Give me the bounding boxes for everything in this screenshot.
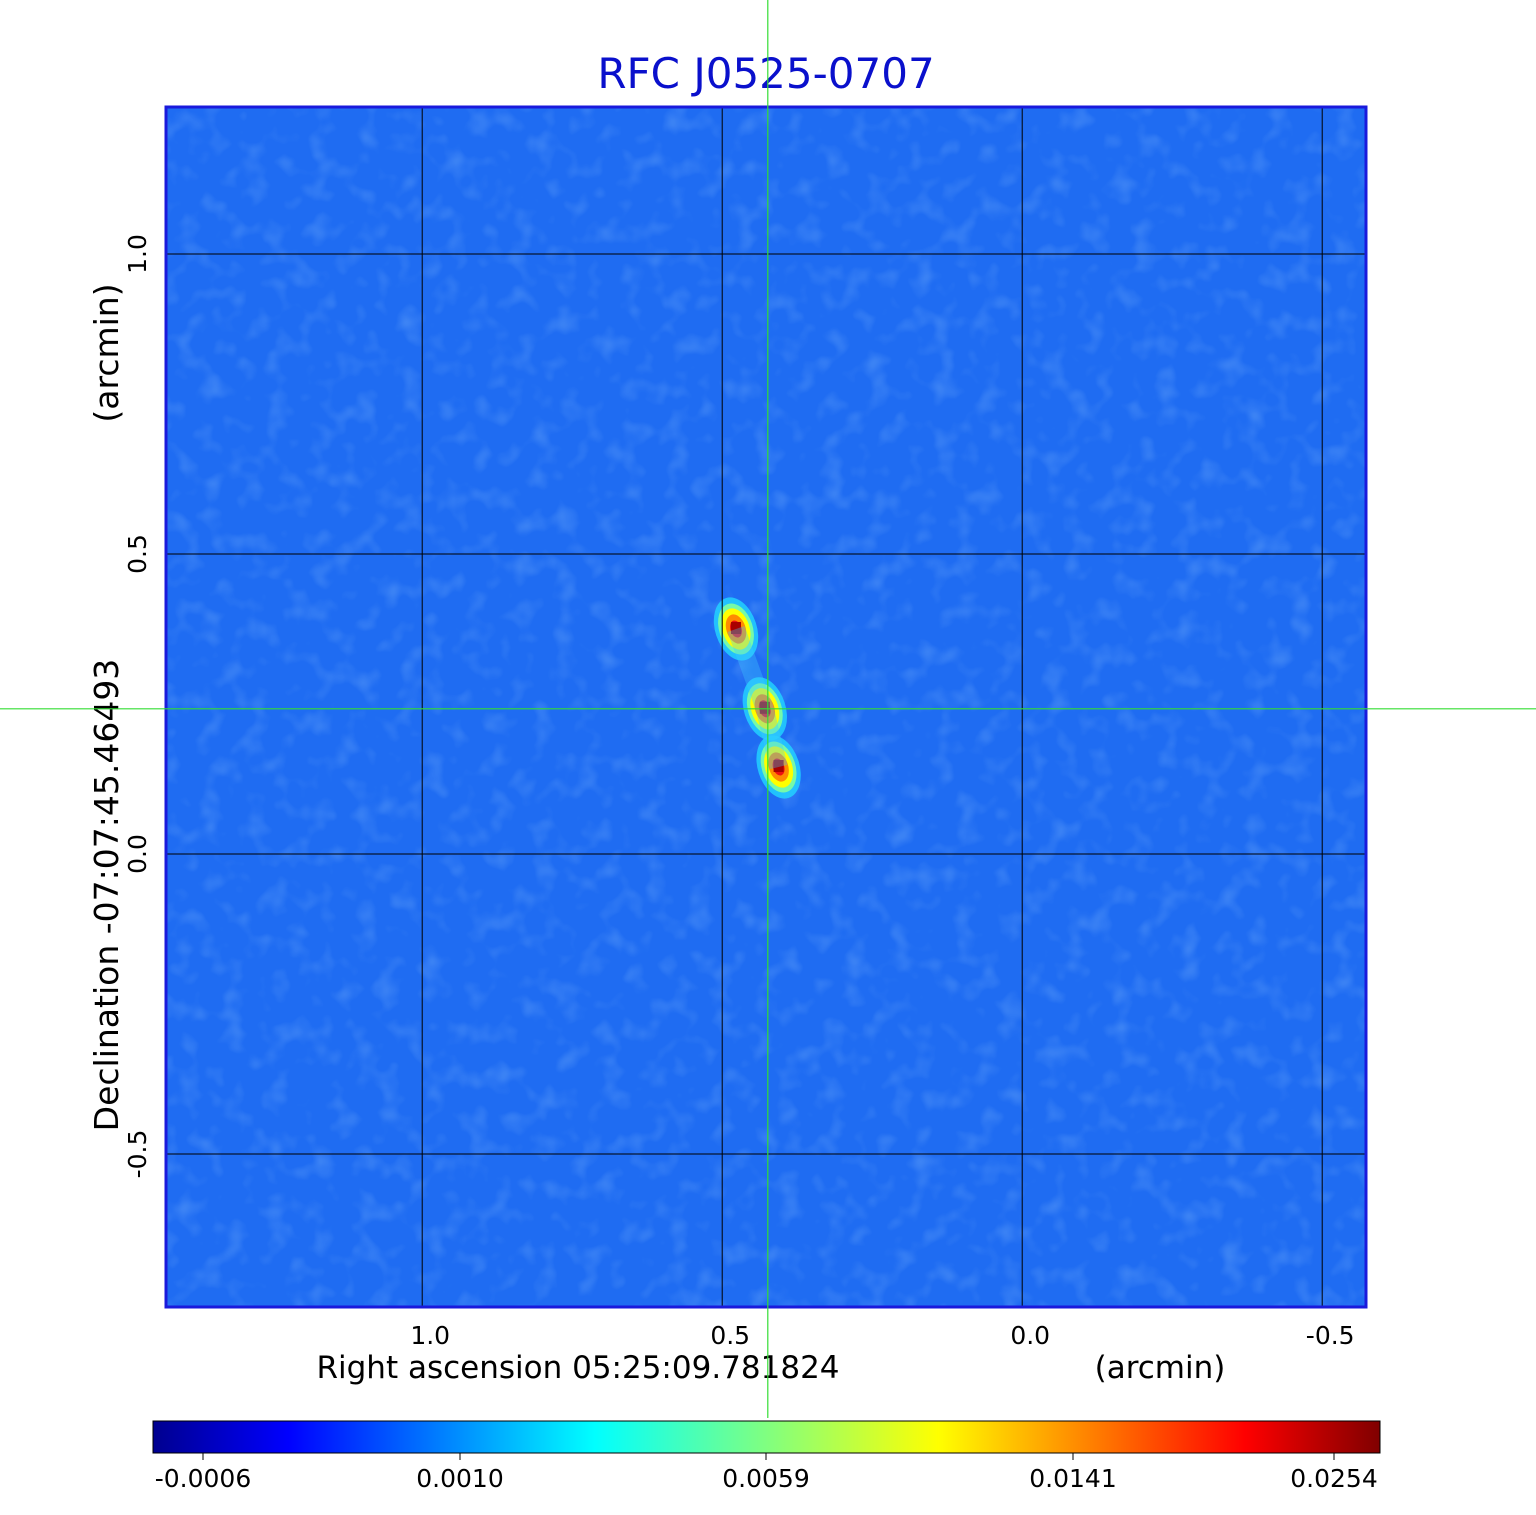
- crosshair: [0, 0, 1536, 1418]
- y-tick-label: 0.5: [123, 534, 152, 574]
- colorbar-tick-label: -0.0006: [155, 1464, 252, 1493]
- component-peak: [759, 701, 770, 714]
- colorbar-tick-label: 0.0059: [722, 1464, 809, 1493]
- x-tick-labels: 1.0 0.5 0.0 -0.5: [410, 1321, 1354, 1350]
- colorbar-tick-label: 0.0141: [1029, 1464, 1116, 1493]
- source-component: [713, 597, 759, 661]
- y-tick-label: -0.5: [123, 1130, 152, 1179]
- component-peak: [731, 622, 741, 634]
- colorbar-tick-label: 0.0254: [1290, 1464, 1377, 1493]
- x-tick-label: 1.0: [410, 1321, 450, 1350]
- y-tick-label: 0.0: [123, 834, 152, 874]
- colorbar: -0.0006 0.0010 0.0059 0.0141 0.0254: [152, 1420, 1381, 1493]
- colorbar-gradient: [152, 1420, 1381, 1454]
- chart-title: RFC J0525-0707: [597, 49, 934, 98]
- plot-frame: [164, 105, 1368, 1309]
- colorbar-tick-labels: -0.0006 0.0010 0.0059 0.0141 0.0254: [155, 1453, 1378, 1493]
- plot-area: [166, 107, 1366, 1307]
- x-axis-label: Right ascension 05:25:09.781824: [316, 1350, 839, 1386]
- y-tick-labels: 1.0 0.5 0.0 -0.5: [123, 234, 152, 1178]
- coordinate-grid: [166, 107, 1366, 1307]
- y-axis-label: Declination -07:07:45.46493: [87, 659, 126, 1132]
- x-axis-unit: (arcmin): [1095, 1350, 1226, 1386]
- component-peak: [773, 760, 784, 772]
- y-axis-unit: (arcmin): [87, 283, 126, 422]
- x-tick-label: 0.0: [1010, 1321, 1050, 1350]
- colorbar-tick-label: 0.0010: [416, 1464, 503, 1493]
- x-tick-label: -0.5: [1306, 1321, 1355, 1350]
- x-tick-label: 0.5: [710, 1321, 750, 1350]
- y-tick-label: 1.0: [123, 234, 152, 274]
